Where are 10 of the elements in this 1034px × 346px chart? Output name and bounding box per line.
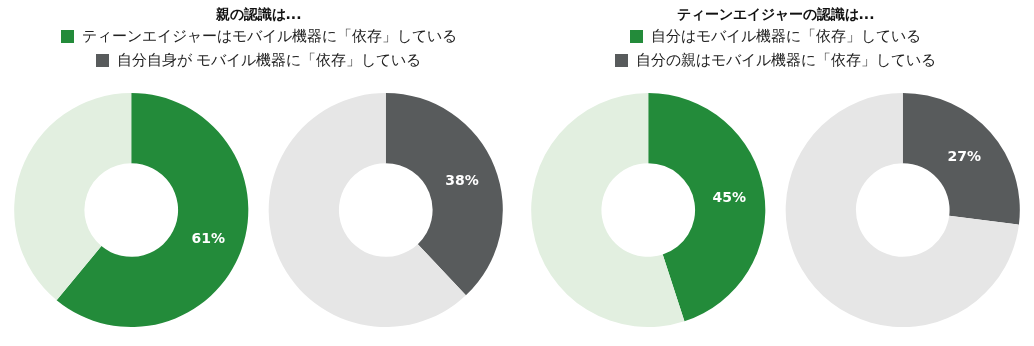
data-label: 38% xyxy=(445,171,479,188)
legend-label: 自分の親はモバイル機器に「依存」している xyxy=(636,50,936,71)
legend-label: 自分はモバイル機器に「依存」している xyxy=(651,26,921,47)
data-label: 61% xyxy=(191,229,226,246)
legend-label: 自分自身が モバイル機器に「依存」している xyxy=(116,50,422,71)
chart-title: ティーンエイジャーの認識は... xyxy=(675,5,876,24)
data-label: 27% xyxy=(947,147,981,164)
legend-label: ティーンエイジャーはモバイル機器に「依存」している xyxy=(81,26,457,47)
data-label: 45% xyxy=(712,189,746,206)
chart-title: 親の認識は... xyxy=(214,5,303,24)
